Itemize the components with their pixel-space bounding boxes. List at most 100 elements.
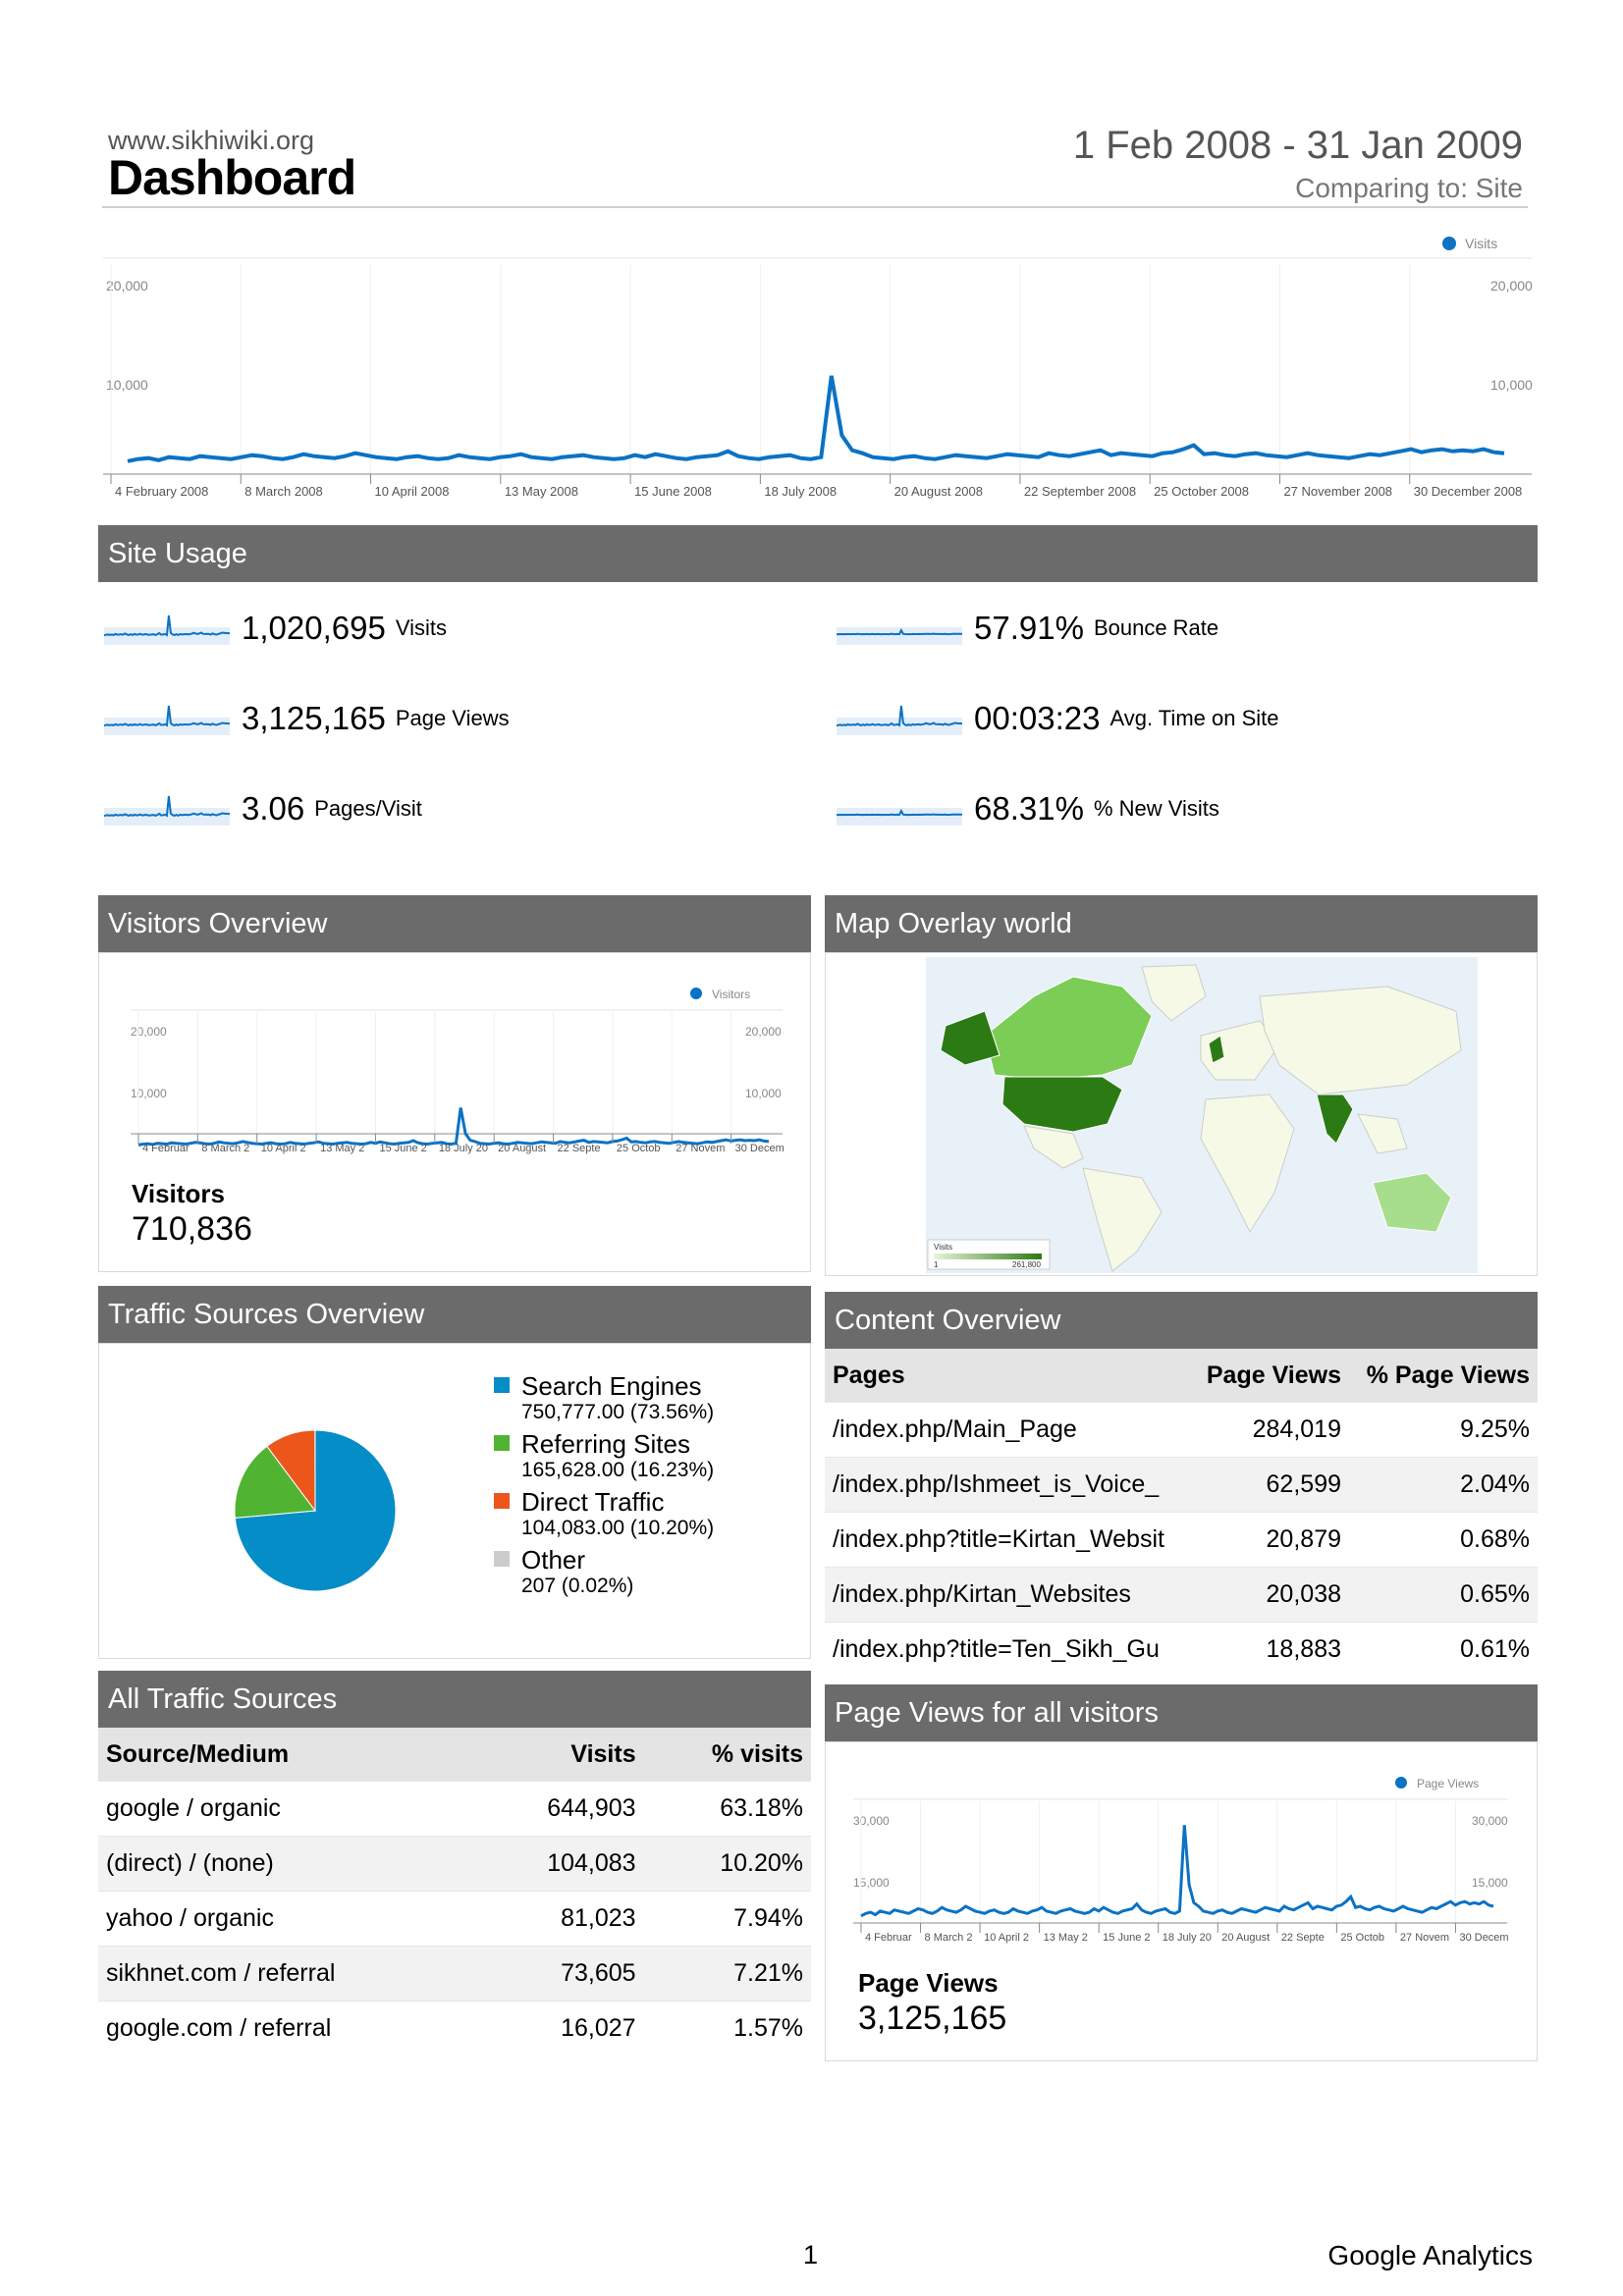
y-label-right-mid: 10,000 (1490, 377, 1533, 393)
metric-avg-time[interactable]: 00:03:23 Avg. Time on Site (837, 697, 1278, 740)
metric-pages-visit[interactable]: 3.06 Pages/Visit (104, 787, 422, 830)
visits-cell: 644,903 (480, 1781, 644, 1837)
col-header-pct-visits[interactable]: % visits (643, 1728, 811, 1782)
legend-visitors: Visitors (712, 988, 750, 1001)
col-header-source[interactable]: Source/Medium (98, 1728, 481, 1782)
pct-cell: 63.18% (643, 1781, 811, 1837)
source-link[interactable]: google / organic (98, 1781, 481, 1837)
region-africa[interactable] (1200, 1094, 1295, 1234)
table-row: google.com / referral 16,027 1.57% (98, 2001, 811, 2056)
y-label-left-mid: 15,000 (853, 1876, 890, 1890)
region-mexico[interactable] (1023, 1125, 1084, 1169)
source-link[interactable]: sikhnet.com / referral (98, 1946, 481, 2002)
x-tick-label: 18 July 20 (439, 1143, 488, 1154)
visitors-overview-panel: Visitors 20,000 10,000 20,000 10,000 4 F… (98, 952, 811, 1272)
page-views-value: 3,125,165 (858, 2000, 1007, 2037)
pct-cell: 10.20% (643, 1836, 811, 1892)
col-header-visits[interactable]: Visits (480, 1728, 644, 1782)
metric-label: Avg. Time on Site (1109, 706, 1279, 730)
metric-visits[interactable]: 1,020,695 Visits (104, 607, 447, 650)
legend-value: 750,777.00 (73.56%) (521, 1401, 715, 1423)
swatch (494, 1435, 510, 1451)
y-label-left-mid: 10,000 (131, 1087, 167, 1100)
page-views-header: Page Views for all visitors (825, 1684, 1538, 1741)
pie-slice[interactable] (234, 1445, 316, 1519)
visits-cell: 104,083 (480, 1836, 644, 1892)
world-map[interactable]: Visits 1 261,800 (926, 957, 1478, 1273)
region-uk[interactable] (1208, 1035, 1225, 1064)
page-title: Dashboard (108, 150, 356, 205)
x-tick-label: 10 April 2008 (375, 484, 450, 499)
region-india[interactable] (1316, 1094, 1354, 1145)
metric-value: 3.06 (242, 790, 305, 827)
sparkline (104, 705, 230, 735)
col-header-pct-page-views[interactable]: % Page Views (1349, 1349, 1538, 1403)
region-usa[interactable] (1001, 1076, 1123, 1133)
all-traffic-sources-table: Source/Medium Visits % visits google / o… (98, 1728, 811, 2056)
x-tick-label: 27 Novem (1400, 1932, 1449, 1944)
visits-cell: 16,027 (480, 2001, 644, 2056)
source-link[interactable]: google.com / referral (98, 2001, 481, 2056)
page-link[interactable]: /index.php/Kirtan_Websites (825, 1567, 1191, 1623)
x-tick-label: 13 May 2 (1044, 1932, 1088, 1944)
legend-dot-icon (1442, 237, 1456, 250)
legend-value: 104,083.00 (10.20%) (521, 1517, 715, 1539)
page-views-series-line (860, 1825, 1494, 1918)
metric-label: Pages/Visit (314, 796, 422, 821)
comparing-label: Comparing to: Site (1295, 173, 1523, 203)
sparkline (837, 705, 962, 735)
page-link[interactable]: /index.php?title=Ten_Sikh_Gu (825, 1622, 1191, 1677)
page-link[interactable]: /index.php?title=Kirtan_Websit (825, 1512, 1191, 1568)
region-asia[interactable] (1259, 986, 1462, 1095)
col-header-pages[interactable]: Pages (825, 1349, 1191, 1403)
table-row: /index.php/Main_Page 284,019 9.25% (825, 1402, 1538, 1458)
page-views-cell: 62,599 (1190, 1457, 1349, 1513)
x-tick-label: 30 Decem (735, 1143, 784, 1154)
x-tick-label: 10 April 2 (984, 1932, 1029, 1944)
x-tick-label: 18 July 20 (1163, 1932, 1212, 1944)
source-link[interactable]: yahoo / organic (98, 1891, 481, 1947)
region-greenland[interactable] (1141, 964, 1207, 1022)
legend-dot-icon (690, 988, 702, 999)
region-alaska[interactable] (940, 1010, 1001, 1066)
region-australia[interactable] (1372, 1172, 1452, 1233)
page-views-cell: 284,019 (1190, 1402, 1349, 1458)
x-tick-label: 18 July 2008 (764, 484, 837, 499)
y-label-right-mid: 10,000 (745, 1087, 782, 1100)
x-tick-label: 20 August (1221, 1932, 1270, 1944)
x-tick-label: 30 December 2008 (1414, 484, 1523, 499)
traffic-pie-chart[interactable] (227, 1422, 404, 1599)
page-link[interactable]: /index.php/Ishmeet_is_Voice_ (825, 1457, 1191, 1513)
table-row: sikhnet.com / referral 73,605 7.21% (98, 1946, 811, 2002)
table-row: /index.php/Ishmeet_is_Voice_ 62,599 2.04… (825, 1457, 1538, 1513)
region-se-asia[interactable] (1357, 1113, 1408, 1154)
pct-cell: 0.61% (1349, 1622, 1538, 1677)
visitors-chart: Visitors 20,000 10,000 20,000 10,000 4 F… (131, 988, 784, 1154)
y-label-right-top: 20,000 (745, 1025, 782, 1039)
metric-page-views[interactable]: 3,125,165 Page Views (104, 697, 510, 740)
page-number: 1 (803, 2240, 819, 2269)
content-overview-table: Pages Page Views % Page Views /index.php… (825, 1349, 1538, 1677)
sparkline (837, 627, 962, 645)
x-tick-label: 13 May 2008 (505, 484, 578, 499)
col-header-page-views[interactable]: Page Views (1190, 1349, 1349, 1403)
x-tick-label: 10 April 2 (261, 1143, 306, 1154)
region-south-america[interactable] (1082, 1167, 1163, 1272)
date-range[interactable]: 1 Feb 2008 - 31 Jan 2009 (1072, 124, 1523, 167)
map-legend-max: 261,800 (1012, 1260, 1041, 1269)
legend-name: Direct Traffic (521, 1487, 665, 1517)
table-row: /index.php?title=Ten_Sikh_Gu 18,883 0.61… (825, 1622, 1538, 1677)
source-link[interactable]: (direct) / (none) (98, 1836, 481, 1892)
visitors-overview-header: Visitors Overview (98, 895, 811, 952)
x-tick-label: 4 Februar (142, 1143, 189, 1154)
swatch (494, 1551, 510, 1567)
page-link[interactable]: /index.php/Main_Page (825, 1402, 1191, 1458)
y-label-left-mid: 10,000 (106, 377, 148, 393)
metric-new-visits[interactable]: 68.31% % New Visits (837, 787, 1219, 830)
metric-label: % New Visits (1093, 796, 1219, 821)
y-label-right-top: 20,000 (1490, 278, 1533, 294)
legend-name: Other (521, 1545, 586, 1575)
x-tick-label: 8 March 2 (925, 1932, 973, 1944)
metric-bounce-rate[interactable]: 57.91% Bounce Rate (837, 607, 1218, 650)
all-traffic-sources-header: All Traffic Sources (98, 1671, 811, 1728)
